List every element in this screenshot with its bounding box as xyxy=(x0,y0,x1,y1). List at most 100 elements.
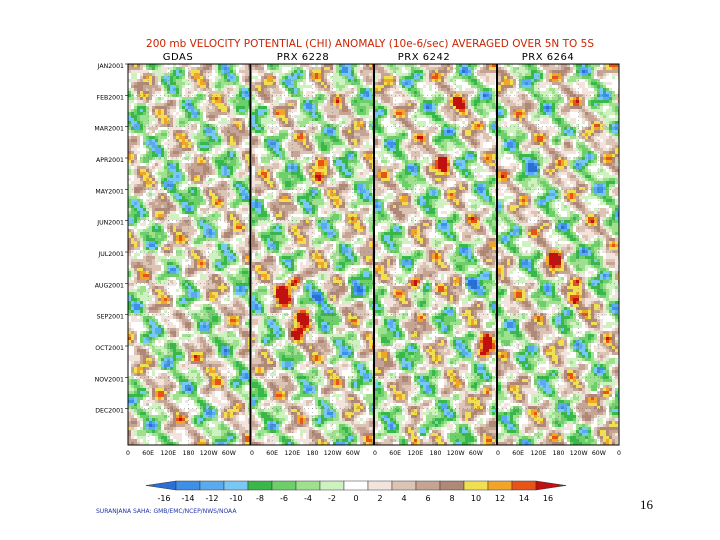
heatmap-cell xyxy=(128,391,132,395)
heatmap-cell xyxy=(200,394,204,398)
heatmap-cell xyxy=(182,325,186,329)
heatmap-cell xyxy=(221,385,225,389)
heatmap-cell xyxy=(143,340,147,344)
heatmap-cell xyxy=(158,175,162,179)
heatmap-cell xyxy=(203,67,207,71)
heatmap-cell xyxy=(230,178,234,182)
heatmap-cell xyxy=(245,232,249,236)
heatmap-cell xyxy=(203,208,207,212)
heatmap-cell xyxy=(131,262,135,266)
heatmap-cell xyxy=(188,229,192,233)
heatmap-cell xyxy=(146,88,150,92)
heatmap-cell xyxy=(242,316,246,320)
heatmap-cell xyxy=(209,157,213,161)
heatmap-cell xyxy=(206,421,210,425)
heatmap-cell xyxy=(233,226,237,230)
heatmap-cell xyxy=(188,298,192,302)
heatmap-cell xyxy=(194,79,198,83)
heatmap-cell xyxy=(200,79,204,83)
heatmap-cell xyxy=(233,367,237,371)
heatmap-cell xyxy=(167,229,171,233)
heatmap-cell xyxy=(167,316,171,320)
heatmap-cell xyxy=(149,277,153,281)
heatmap-cell xyxy=(221,397,225,401)
heatmap-cell xyxy=(158,163,162,167)
heatmap-cell xyxy=(170,334,174,338)
heatmap-cell xyxy=(179,169,183,173)
heatmap-cell xyxy=(161,268,165,272)
heatmap-cell xyxy=(149,115,153,119)
heatmap-cell xyxy=(197,145,201,149)
heatmap-cell xyxy=(149,226,153,230)
heatmap-cell xyxy=(212,382,216,386)
heatmap-cell xyxy=(233,289,237,293)
heatmap-cell xyxy=(149,400,153,404)
heatmap-cell xyxy=(131,343,135,347)
heatmap-cell xyxy=(209,346,213,350)
heatmap-cell xyxy=(197,259,201,263)
heatmap-cell xyxy=(233,238,237,242)
heatmap-cell xyxy=(128,265,132,269)
heatmap-cell xyxy=(152,148,156,152)
heatmap-cell xyxy=(212,109,216,113)
heatmap-cell xyxy=(209,280,213,284)
heatmap-cell xyxy=(233,418,237,422)
heatmap-cell xyxy=(146,265,150,269)
heatmap-cell xyxy=(179,115,183,119)
heatmap-cell xyxy=(146,253,150,257)
heatmap-cell xyxy=(230,343,234,347)
heatmap-cell xyxy=(164,127,168,131)
heatmap-cell xyxy=(143,166,147,170)
heatmap-cell xyxy=(191,427,195,431)
heatmap-cell xyxy=(149,409,153,413)
heatmap-cell xyxy=(191,88,195,92)
heatmap-cell xyxy=(242,424,246,428)
heatmap-cell xyxy=(128,190,132,194)
heatmap-cell xyxy=(227,388,231,392)
heatmap-cell xyxy=(191,118,195,122)
heatmap-cell xyxy=(146,238,150,242)
heatmap-cell xyxy=(200,346,204,350)
heatmap-cell xyxy=(215,73,219,77)
heatmap-cell xyxy=(128,103,132,107)
heatmap-cell xyxy=(173,73,177,77)
heatmap-cell xyxy=(194,334,198,338)
heatmap-cell xyxy=(227,214,231,218)
heatmap-cell xyxy=(134,361,138,365)
heatmap-cell xyxy=(209,259,213,263)
heatmap-cell xyxy=(236,397,240,401)
heatmap-cell xyxy=(221,412,225,416)
heatmap-cell xyxy=(170,199,174,203)
heatmap-cell xyxy=(146,295,150,299)
heatmap-cell xyxy=(176,127,180,131)
heatmap-cell xyxy=(239,340,243,344)
heatmap-cell xyxy=(146,106,150,110)
heatmap-cell xyxy=(215,271,219,275)
heatmap-cell xyxy=(173,283,177,287)
heatmap-cell xyxy=(134,148,138,152)
heatmap-cell xyxy=(140,67,144,71)
heatmap-cell xyxy=(212,85,216,89)
heatmap-cell xyxy=(206,328,210,332)
heatmap-cell xyxy=(131,217,135,221)
heatmap-cell xyxy=(218,337,222,341)
heatmap-cell xyxy=(158,316,162,320)
heatmap-cell xyxy=(203,121,207,125)
heatmap-cell xyxy=(212,412,216,416)
heatmap-cell xyxy=(131,241,135,245)
heatmap-cell xyxy=(170,415,174,419)
heatmap-cell xyxy=(158,187,162,191)
heatmap-cell xyxy=(131,208,135,212)
heatmap-cell xyxy=(140,250,144,254)
heatmap-cell xyxy=(188,235,192,239)
heatmap-cell xyxy=(230,370,234,374)
heatmap-cell xyxy=(203,298,207,302)
heatmap-cell xyxy=(173,133,177,137)
heatmap-cell xyxy=(227,412,231,416)
heatmap-cell xyxy=(134,133,138,137)
heatmap-cell xyxy=(128,247,132,251)
heatmap-cell xyxy=(206,292,210,296)
heatmap-cell xyxy=(239,97,243,101)
heatmap-cell xyxy=(182,412,186,416)
heatmap-cell xyxy=(170,376,174,380)
